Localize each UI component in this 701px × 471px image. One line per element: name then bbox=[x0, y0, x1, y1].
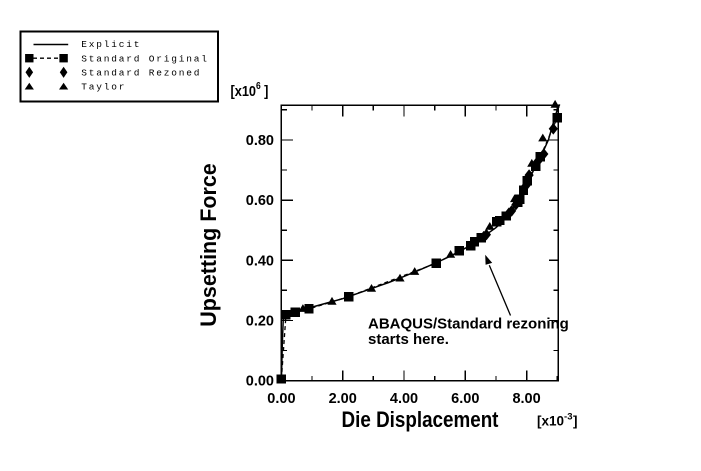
svg-text:8.00: 8.00 bbox=[512, 391, 540, 407]
svg-text:Standard Rezoned: Standard Rezoned bbox=[81, 67, 201, 78]
svg-text:[x10-3]: [x10-3] bbox=[537, 411, 577, 428]
svg-text:6.00: 6.00 bbox=[451, 391, 479, 407]
svg-text:Die Displacement: Die Displacement bbox=[342, 407, 499, 432]
svg-text:Explicit: Explicit bbox=[81, 39, 141, 50]
svg-text:Standard Original: Standard Original bbox=[81, 53, 209, 64]
svg-text:0.80: 0.80 bbox=[246, 133, 274, 149]
svg-text:0.60: 0.60 bbox=[246, 193, 274, 209]
svg-text:2.00: 2.00 bbox=[329, 391, 357, 407]
svg-text:0.00: 0.00 bbox=[246, 374, 274, 390]
svg-text:0.20: 0.20 bbox=[246, 314, 274, 330]
svg-text:Upsetting Force: Upsetting Force bbox=[196, 163, 222, 326]
svg-text:4.00: 4.00 bbox=[390, 391, 418, 407]
svg-text:0.00: 0.00 bbox=[267, 391, 295, 407]
svg-text:[x106]: [x106] bbox=[231, 80, 269, 99]
svg-text:Taylor: Taylor bbox=[81, 82, 126, 93]
svg-text:0.40: 0.40 bbox=[246, 253, 274, 269]
